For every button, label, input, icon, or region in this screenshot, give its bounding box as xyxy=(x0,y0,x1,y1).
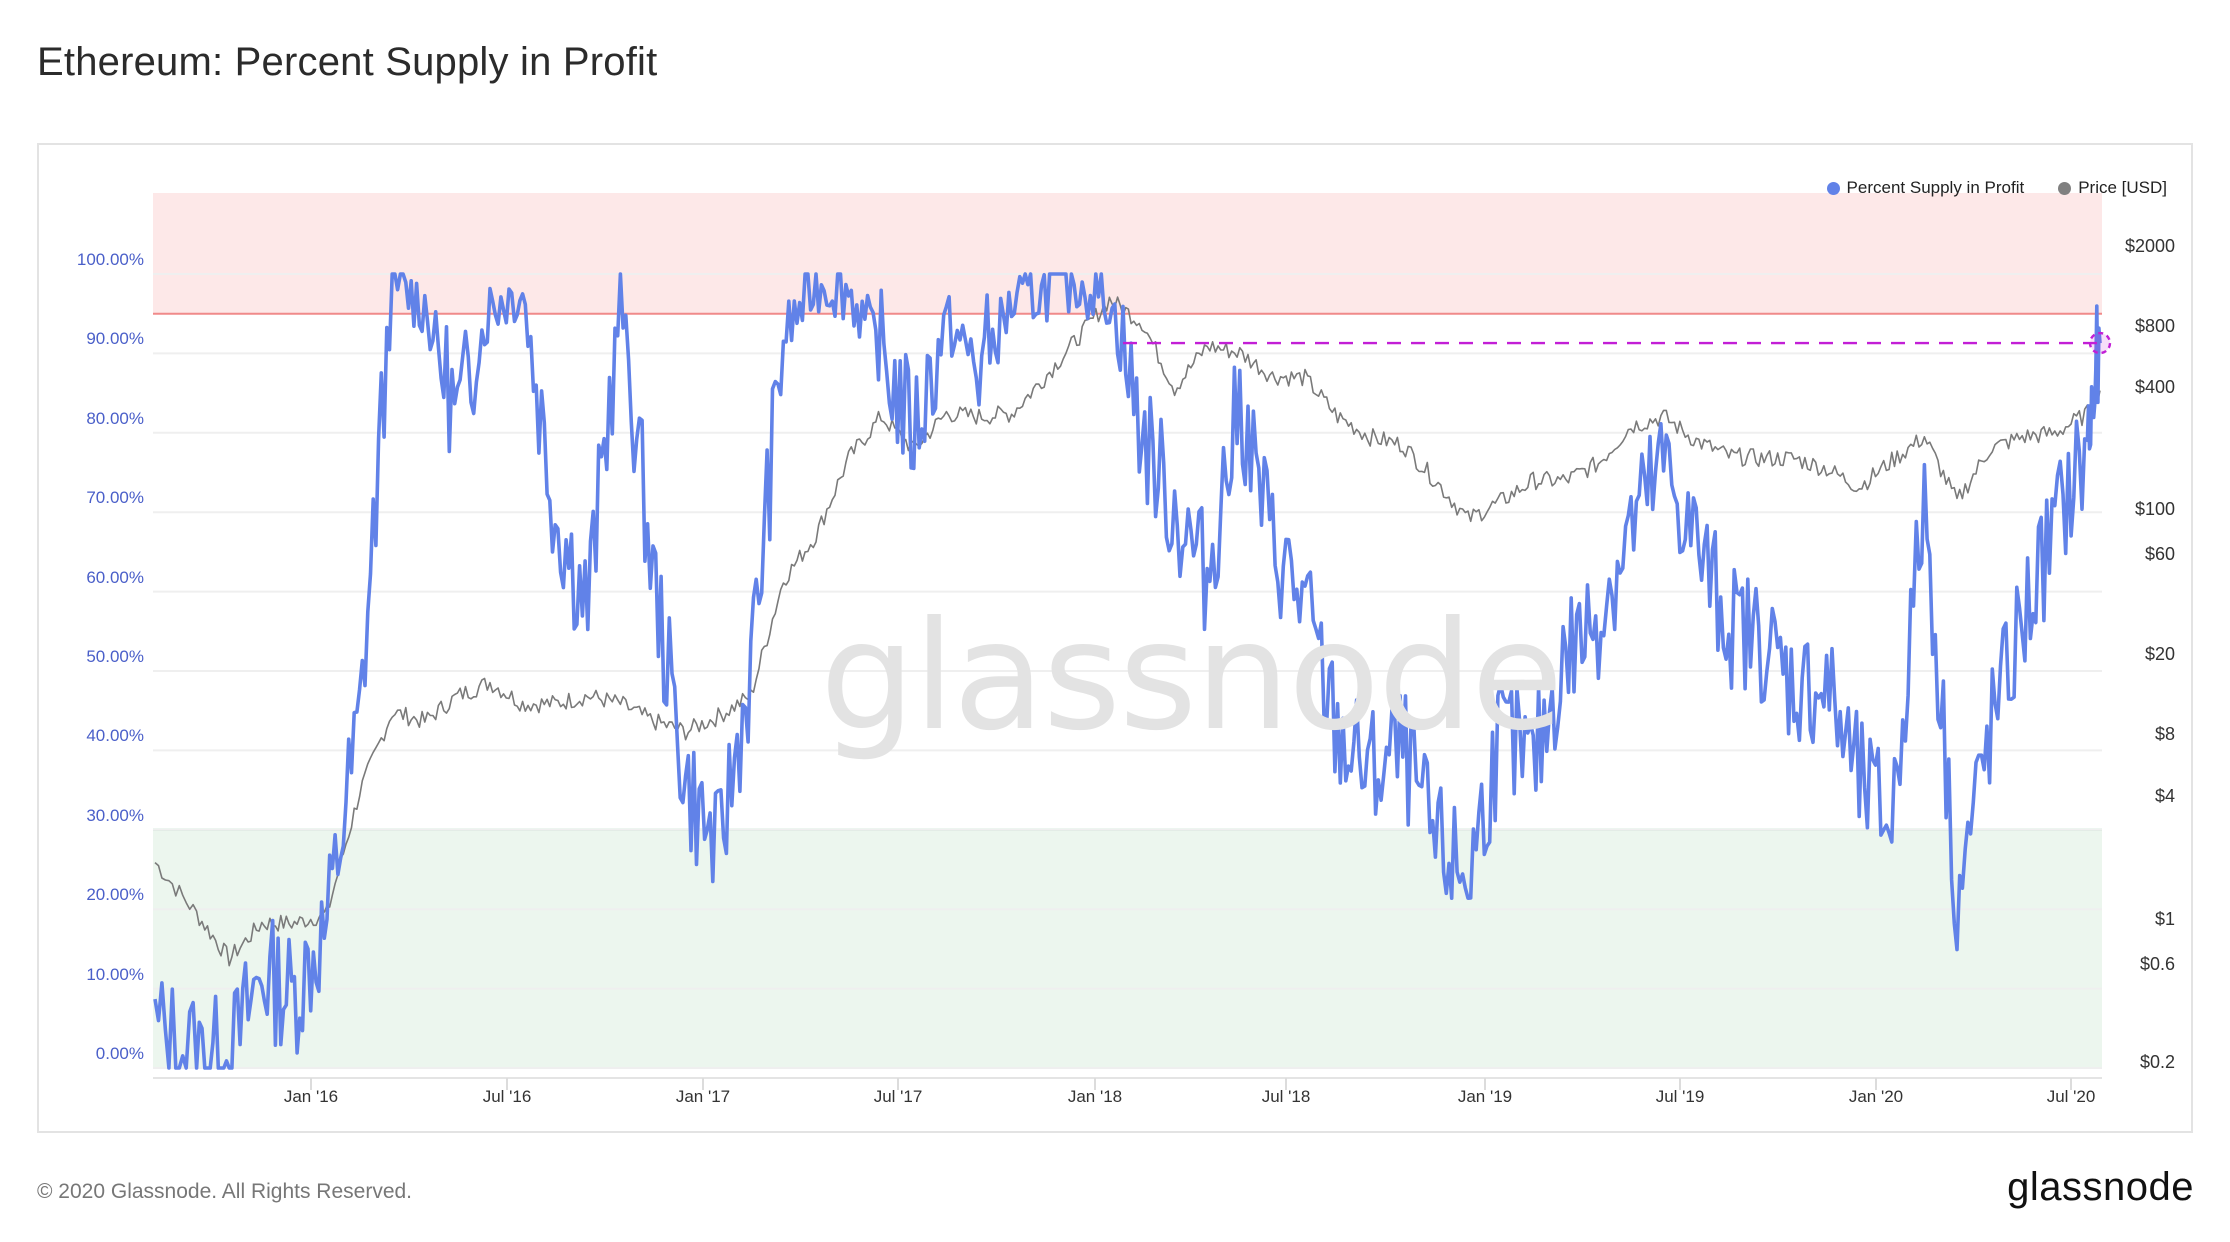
watermark: glassnode xyxy=(820,590,1563,764)
threshold-bands xyxy=(153,193,2102,1068)
right-axis-tick: $1 xyxy=(2154,909,2175,929)
left-axis-tick: 100.00% xyxy=(76,250,144,269)
right-axis-tick: $20 xyxy=(2144,644,2175,664)
copyright: © 2020 Glassnode. All Rights Reserved. xyxy=(37,1180,413,1203)
dot-icon xyxy=(1826,181,1840,195)
x-axis-tick: Jan '19 xyxy=(1457,1087,1513,1106)
left-axis-tick: 80.00% xyxy=(86,408,144,428)
x-axis-tick: Jul '20 xyxy=(2046,1087,2096,1106)
right-axis-tick: $8 xyxy=(2154,724,2175,744)
data-lines xyxy=(153,272,2102,1070)
left-axis-tick: 10.00% xyxy=(86,964,144,984)
x-axis-tick: Jan '17 xyxy=(675,1087,731,1106)
legend-label: Percent Supply in Profit xyxy=(1846,178,2025,197)
x-axis-tick: Jul '17 xyxy=(873,1087,923,1106)
right-axis-tick: $0.6 xyxy=(2139,954,2175,974)
right-axis-tick: $60 xyxy=(2144,544,2175,564)
left-axis-tick: 0.00% xyxy=(95,1044,144,1063)
right-axis-tick: $0.2 xyxy=(2139,1052,2175,1072)
x-axis-tick: Jan '16 xyxy=(283,1087,339,1106)
right-axis-tick: $800 xyxy=(2134,316,2175,336)
legend-item-price[interactable]: Price [USD] xyxy=(2058,178,2167,198)
dot-icon xyxy=(2058,181,2072,195)
x-tick-marks xyxy=(310,1078,2072,1090)
x-axis-tick: Jan '18 xyxy=(1067,1087,1123,1106)
right-axis-tick: $2000 xyxy=(2124,236,2175,256)
left-axis-tick: 60.00% xyxy=(86,567,144,587)
x-axis-tick: Jul '16 xyxy=(482,1087,532,1106)
grid-lines xyxy=(153,273,2102,1079)
right-axis-tick: $400 xyxy=(2134,377,2175,397)
left-axis-tick: 20.00% xyxy=(86,885,144,905)
x-axis-tick: Jan '20 xyxy=(1848,1087,1904,1106)
x-axis-tick: Jul '19 xyxy=(1655,1087,1705,1106)
left-axis-tick: 50.00% xyxy=(86,647,144,666)
legend-label: Price [USD] xyxy=(2078,178,2167,197)
page-title: Ethereum: Percent Supply in Profit xyxy=(37,40,658,84)
left-axis-tick: 40.00% xyxy=(86,726,144,746)
x-axis-tick: Jul '18 xyxy=(1261,1087,1311,1106)
left-axis-tick: 90.00% xyxy=(86,329,144,349)
legend: Percent Supply in Profit Price [USD] xyxy=(1826,178,2167,198)
glassnode-logo[interactable]: glassnode xyxy=(2007,1165,2194,1209)
left-axis-tick: 70.00% xyxy=(86,488,144,508)
legend-item-profit[interactable]: Percent Supply in Profit xyxy=(1826,178,2025,198)
ath-reference-line xyxy=(1123,331,2112,355)
left-axis-tick: 30.00% xyxy=(86,805,144,825)
right-axis-tick: $4 xyxy=(2154,786,2175,806)
right-axis-tick: $100 xyxy=(2134,499,2175,519)
